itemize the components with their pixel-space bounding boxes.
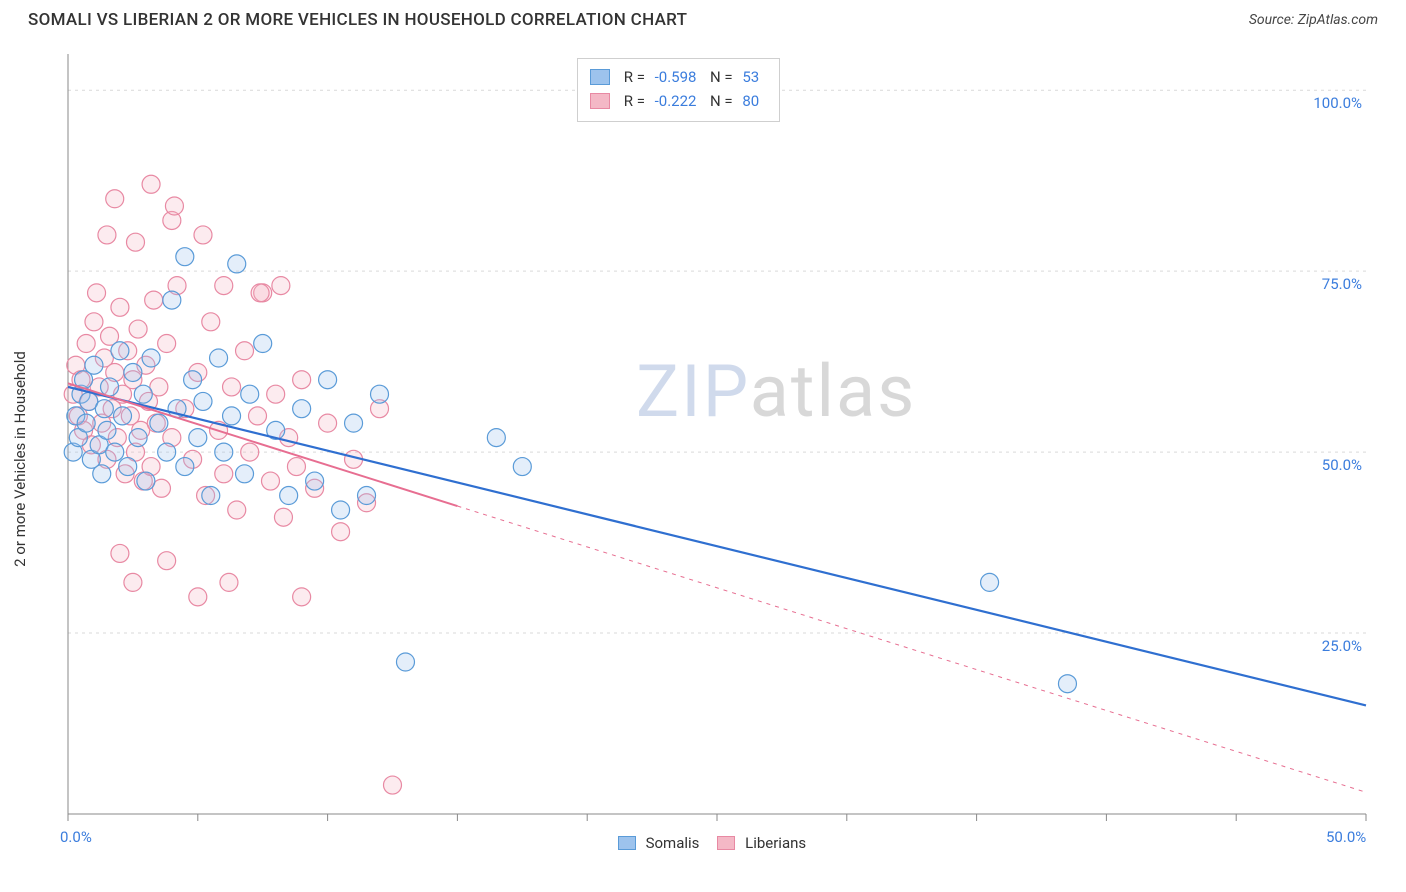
legend-label: Somalis <box>646 834 700 852</box>
svg-text:75.0%: 75.0% <box>1322 275 1362 293</box>
legend-swatch <box>618 836 636 850</box>
correlation-row: R = -0.222 N = 80 <box>590 89 765 113</box>
chart-area: 2 or more Vehicles in Household 25.0%50.… <box>28 44 1378 874</box>
correlation-row: R = -0.598 N = 53 <box>590 65 765 89</box>
n-value: 53 <box>742 68 759 86</box>
x-axis-label-min: 0.0% <box>60 828 92 846</box>
n-value: 80 <box>742 92 759 110</box>
y-axis-label: 2 or more Vehicles in Household <box>11 351 29 567</box>
series-legend: Somalis Liberians <box>28 834 1378 852</box>
r-value: -0.222 <box>655 92 697 110</box>
correlation-legend-box: R = -0.598 N = 53 R = -0.222 N = 80 <box>577 58 780 122</box>
svg-text:25.0%: 25.0% <box>1322 637 1362 655</box>
series-swatch <box>590 93 610 109</box>
svg-text:50.0%: 50.0% <box>1322 456 1362 474</box>
n-label: N = <box>710 68 736 86</box>
chart-header: SOMALI VS LIBERIAN 2 OR MORE VEHICLES IN… <box>0 0 1406 36</box>
legend-label: Liberians <box>745 834 806 852</box>
scatter-plot-svg: 25.0% 50.0% 75.0% 100.0% <box>28 44 1378 874</box>
r-label: R = <box>624 68 649 86</box>
legend-swatch <box>717 836 735 850</box>
chart-source: Source: ZipAtlas.com <box>1249 12 1378 28</box>
svg-text:100.0%: 100.0% <box>1313 94 1362 112</box>
r-value: -0.598 <box>655 68 697 86</box>
r-label: R = <box>624 92 649 110</box>
x-axis-label-max: 50.0% <box>1326 828 1366 846</box>
series-swatch <box>590 69 610 85</box>
chart-title: SOMALI VS LIBERIAN 2 OR MORE VEHICLES IN… <box>28 10 687 30</box>
n-label: N = <box>710 92 736 110</box>
